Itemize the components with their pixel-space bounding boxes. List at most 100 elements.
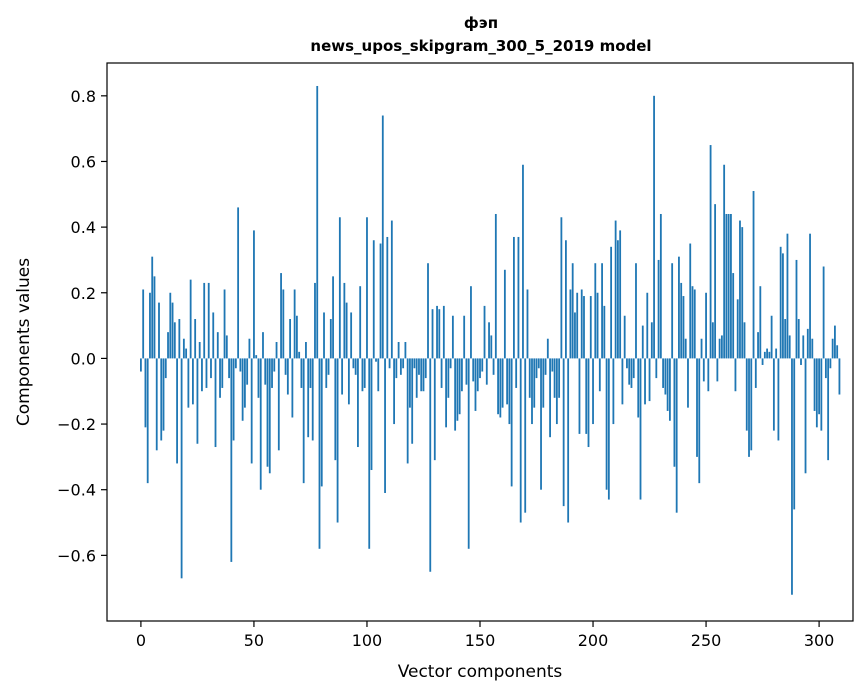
bar [194, 319, 197, 359]
bar [395, 358, 398, 379]
bar [822, 266, 825, 359]
bar [675, 358, 678, 513]
bar [567, 358, 570, 523]
bar [187, 358, 190, 408]
bar [424, 358, 427, 379]
y-tick-label: 0.2 [71, 284, 96, 303]
bar [171, 302, 174, 359]
x-axis-ticks: 0 50 100 150 200 250 300 [136, 621, 834, 650]
bar [182, 338, 185, 359]
bar [707, 358, 710, 392]
bar [743, 322, 746, 359]
bar [221, 358, 224, 388]
x-tick-label: 200 [578, 631, 609, 650]
bar [176, 358, 178, 464]
bar [232, 358, 235, 441]
bar [705, 292, 707, 359]
bar [524, 358, 527, 513]
bar [510, 358, 513, 487]
bar [201, 358, 203, 392]
bar [280, 273, 282, 359]
bar [230, 358, 233, 562]
bar [714, 204, 717, 359]
bar [612, 358, 615, 425]
bar [517, 236, 520, 359]
bar [223, 289, 226, 359]
bar [438, 309, 441, 359]
bar [513, 236, 515, 359]
bar [503, 269, 506, 359]
bar [151, 256, 154, 359]
bar [531, 358, 533, 425]
bar [560, 217, 563, 359]
bar [241, 358, 244, 421]
bar [537, 358, 540, 369]
bar [741, 227, 744, 359]
bar [772, 358, 775, 431]
bar [275, 342, 278, 359]
bar [447, 358, 450, 398]
bar [687, 358, 689, 408]
bar [662, 358, 665, 388]
bar [592, 358, 594, 425]
bar [752, 191, 755, 359]
bar [558, 358, 561, 398]
bar [153, 276, 156, 359]
bar [368, 358, 371, 549]
bar [427, 263, 429, 359]
y-tick-label: 0.4 [71, 218, 96, 237]
bar [361, 358, 364, 392]
bar [293, 289, 296, 359]
bar [818, 358, 820, 415]
bar [775, 348, 778, 359]
x-tick-label: 150 [465, 631, 496, 650]
bar [678, 256, 680, 359]
bar [291, 358, 294, 418]
bar [815, 358, 818, 428]
bar [829, 358, 832, 369]
y-axis-ticks: −0.6 −0.4 −0.2 0.0 0.2 0.4 0.6 0.8 [57, 87, 107, 565]
bar [836, 345, 839, 359]
bar [526, 289, 529, 359]
bar [598, 358, 601, 392]
bar [198, 342, 201, 359]
bar [289, 319, 292, 359]
bar [621, 358, 624, 405]
bar [589, 296, 592, 359]
bar [404, 342, 407, 359]
bar [169, 292, 172, 359]
bar [474, 358, 477, 411]
bar [160, 358, 163, 441]
x-tick-label: 250 [691, 631, 722, 650]
bar [494, 213, 497, 359]
bar [305, 342, 307, 359]
bar [271, 358, 273, 388]
bar [515, 358, 518, 388]
y-tick-label: 0.8 [71, 87, 96, 106]
bar [653, 95, 655, 359]
bar [650, 322, 653, 359]
bar [295, 315, 298, 359]
bar [472, 358, 475, 382]
bar [219, 358, 221, 398]
bar [791, 358, 793, 595]
bar [158, 302, 160, 359]
bar [800, 358, 802, 365]
bar [585, 358, 588, 434]
bar [644, 358, 646, 405]
bar [476, 358, 479, 392]
bar [565, 240, 567, 359]
bar [300, 358, 303, 388]
bar [641, 325, 644, 359]
bar [463, 315, 466, 359]
y-tick-label: 0.6 [71, 152, 96, 171]
bar [277, 358, 280, 451]
bar [700, 338, 703, 359]
bar [409, 358, 411, 408]
bar [388, 358, 391, 369]
bar [671, 263, 674, 359]
bar [155, 358, 158, 451]
bar [239, 358, 242, 372]
bar [381, 115, 384, 359]
